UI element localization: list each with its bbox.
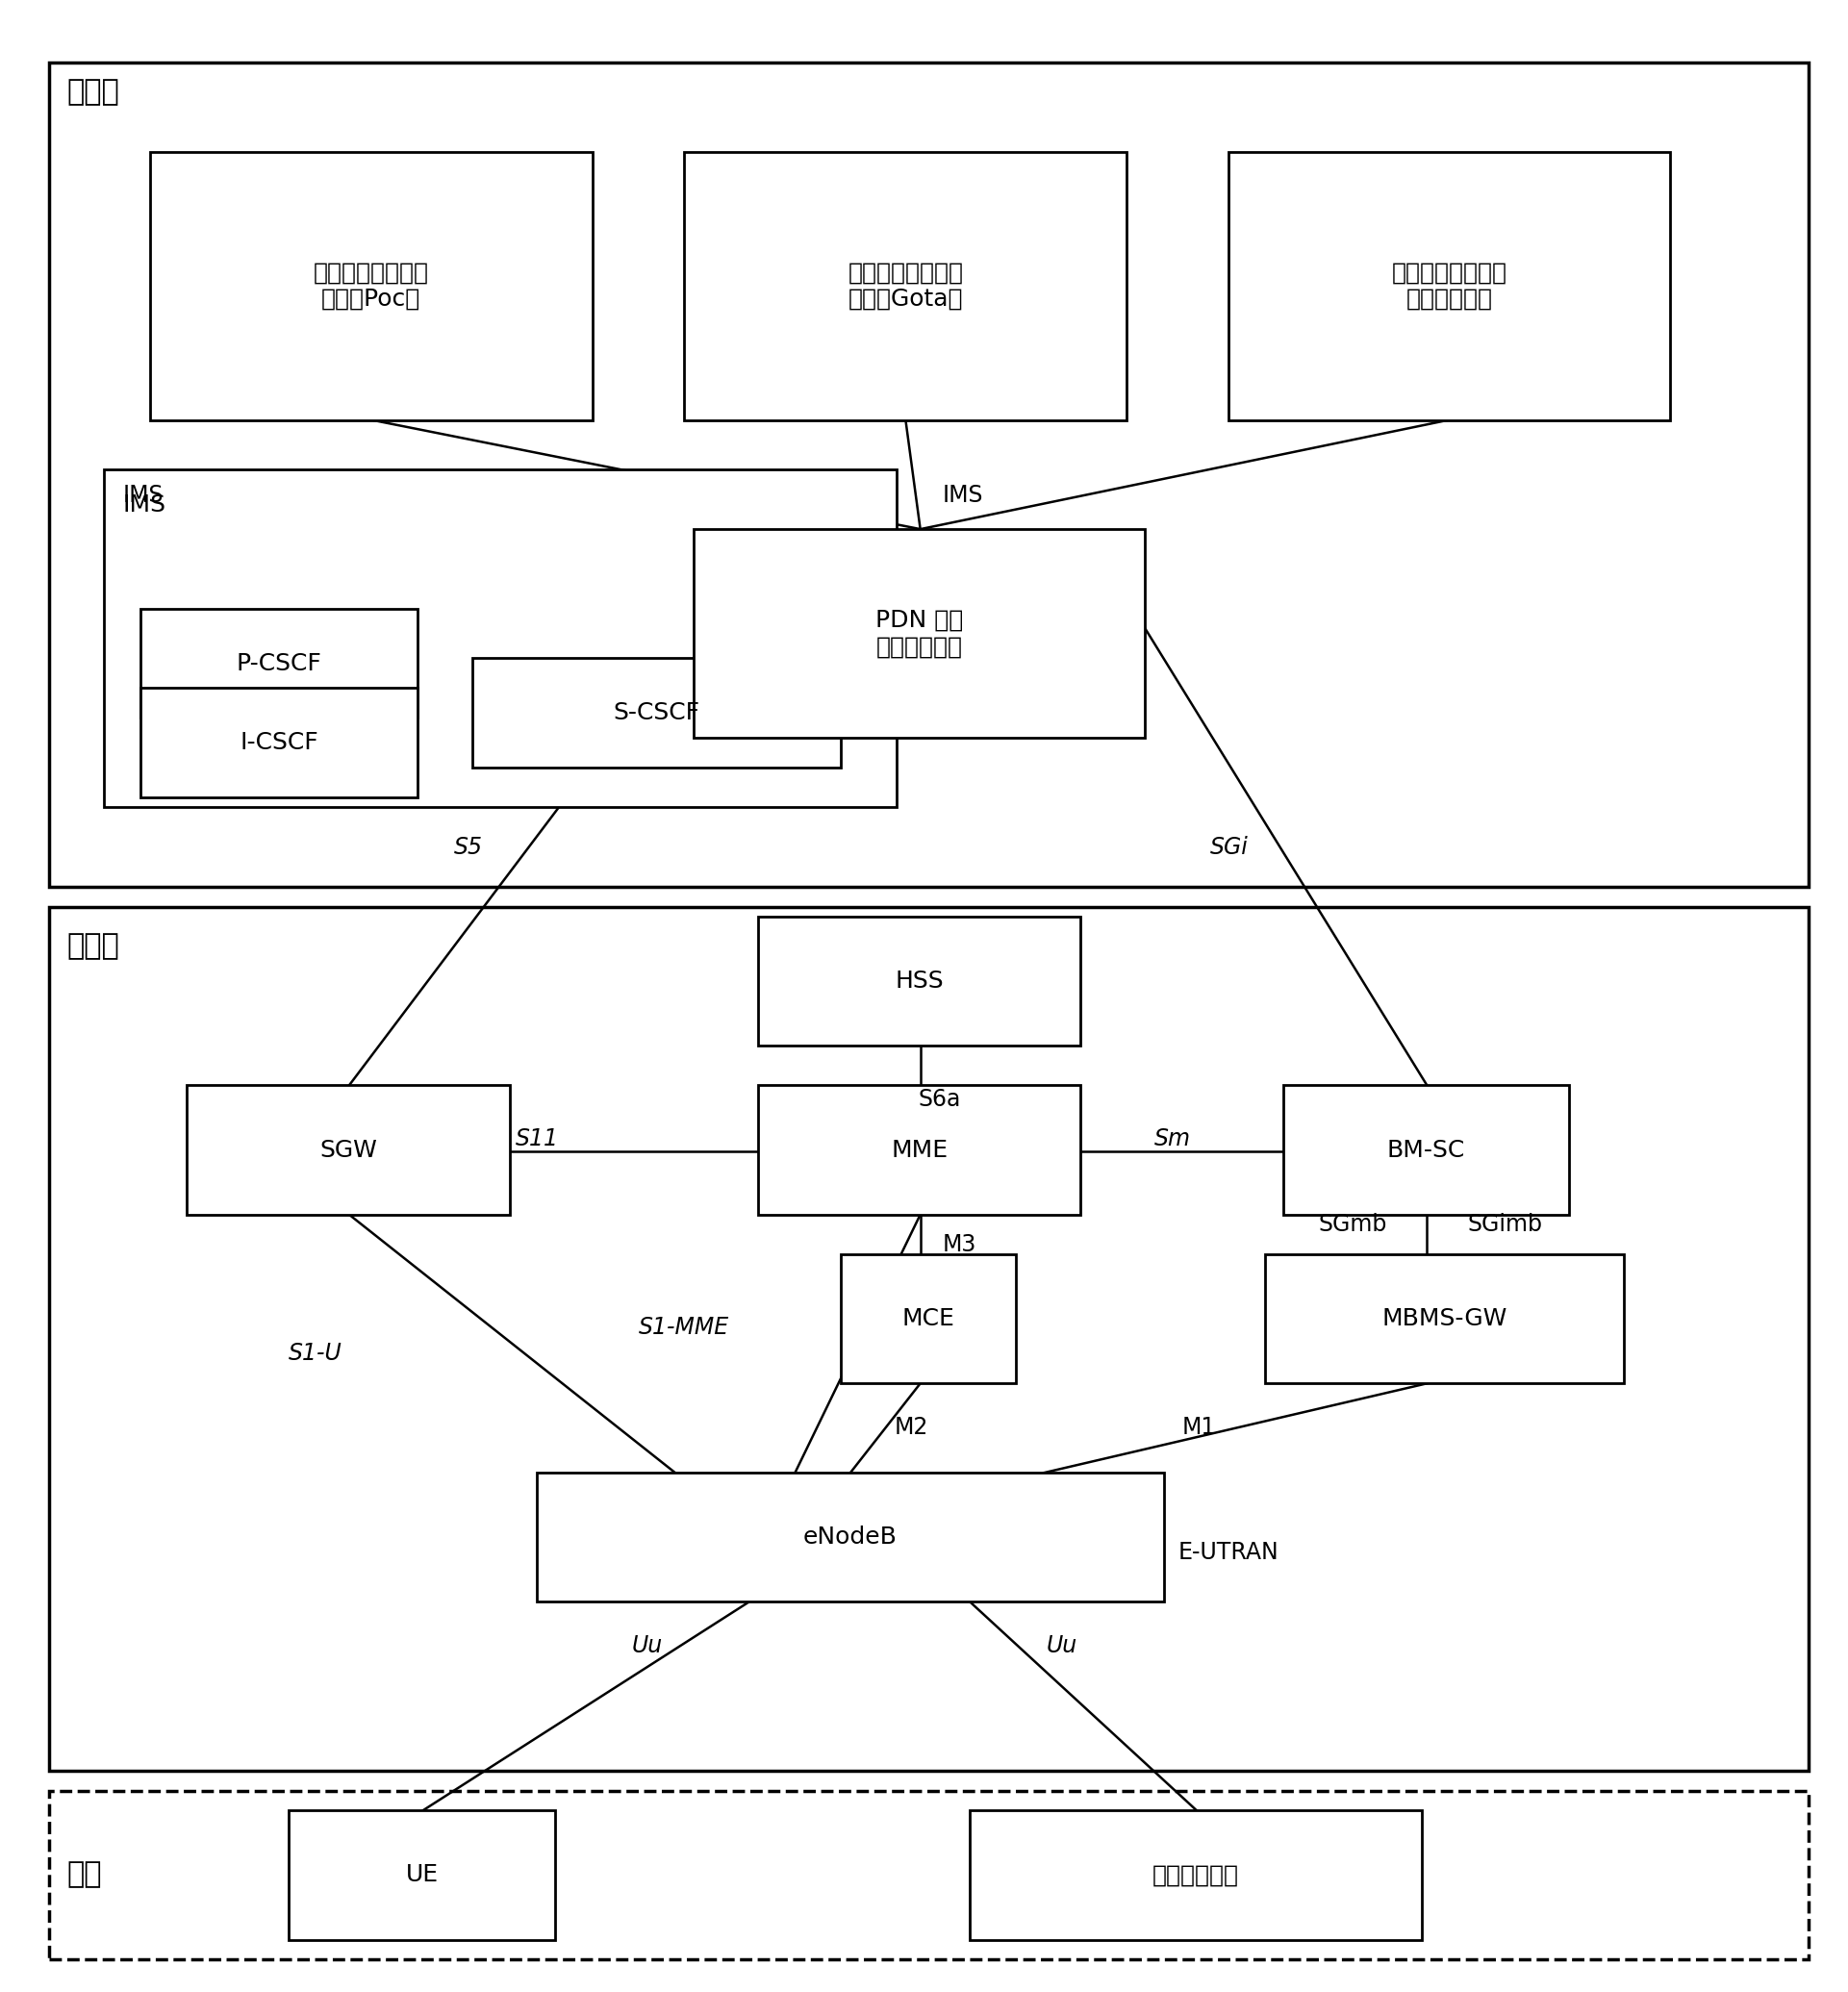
Bar — [150, 151, 593, 420]
Bar — [1229, 151, 1671, 420]
Text: SGW: SGW — [320, 1137, 377, 1161]
Text: I-CSCF: I-CSCF — [240, 731, 318, 755]
Text: Sm: Sm — [1155, 1127, 1192, 1151]
Text: 集群其他终端: 集群其他终端 — [1153, 1865, 1238, 1886]
Text: IMS: IMS — [122, 484, 163, 506]
Text: S11: S11 — [516, 1127, 558, 1151]
Bar — [841, 1255, 1016, 1382]
Bar — [684, 151, 1127, 420]
Bar — [1264, 1255, 1624, 1382]
Text: Uu: Uu — [632, 1633, 663, 1657]
Bar — [140, 687, 418, 797]
Bar — [140, 610, 418, 717]
Text: 终端: 终端 — [67, 1861, 102, 1888]
Text: 集群应用服务器三
（其他类型）: 集群应用服务器三 （其他类型） — [1392, 261, 1506, 311]
Text: SGmb: SGmb — [1318, 1213, 1388, 1235]
Bar — [970, 1811, 1421, 1940]
Text: 集群应用服务器二
（基于Gota）: 集群应用服务器二 （基于Gota） — [848, 261, 963, 311]
Text: S5: S5 — [455, 835, 482, 859]
Text: SGi: SGi — [1210, 835, 1247, 859]
Text: S6a: S6a — [918, 1088, 961, 1112]
Bar — [103, 470, 896, 807]
Bar — [758, 1086, 1081, 1215]
Text: S-CSCF: S-CSCF — [614, 701, 700, 725]
Bar — [1283, 1086, 1569, 1215]
Text: 网络侧: 网络侧 — [67, 932, 120, 960]
Text: IMS: IMS — [942, 484, 983, 506]
Text: BM-SC: BM-SC — [1388, 1137, 1465, 1161]
Text: S1-MME: S1-MME — [638, 1317, 728, 1339]
Bar — [473, 657, 841, 767]
Text: MBMS-GW: MBMS-GW — [1382, 1307, 1508, 1331]
Bar — [693, 530, 1146, 737]
Text: E-UTRAN: E-UTRAN — [1179, 1540, 1279, 1564]
Bar — [48, 62, 1809, 886]
Text: 应用侧: 应用侧 — [67, 78, 120, 106]
Bar — [48, 1791, 1809, 1960]
Text: IMS: IMS — [122, 494, 166, 516]
Text: M2: M2 — [894, 1416, 928, 1438]
Text: Uu: Uu — [1046, 1633, 1077, 1657]
Bar — [538, 1472, 1164, 1602]
Bar — [187, 1086, 510, 1215]
Text: 集群应用服务器一
（基于Poc）: 集群应用服务器一 （基于Poc） — [314, 261, 429, 311]
Bar — [48, 906, 1809, 1771]
Text: UE: UE — [405, 1865, 438, 1886]
Text: M3: M3 — [942, 1233, 976, 1255]
Text: PDN 网关
（支持集群）: PDN 网关 （支持集群） — [876, 608, 963, 657]
Text: MCE: MCE — [902, 1307, 955, 1331]
Text: MME: MME — [891, 1137, 948, 1161]
Bar — [288, 1811, 556, 1940]
Text: S1-U: S1-U — [288, 1343, 342, 1365]
Text: HSS: HSS — [894, 970, 944, 992]
Text: SGimb: SGimb — [1467, 1213, 1543, 1235]
Text: eNodeB: eNodeB — [804, 1526, 898, 1550]
Bar — [758, 916, 1081, 1046]
Text: M1: M1 — [1183, 1416, 1216, 1438]
Text: P-CSCF: P-CSCF — [237, 651, 322, 675]
